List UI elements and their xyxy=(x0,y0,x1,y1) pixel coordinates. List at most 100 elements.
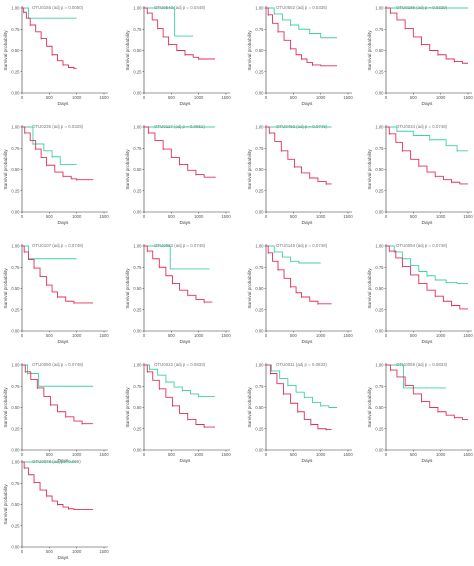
x-tick-label: 1000 xyxy=(316,214,326,219)
x-tick-label: 1000 xyxy=(72,333,82,338)
y-tick-label: 0.75 xyxy=(133,146,142,151)
y-tick-label: 0.50 xyxy=(11,286,20,291)
km-panel: 0.00 0.25 0.50 0.75 1.00 0 500 1000 1500 Days Surv… xyxy=(367,243,473,345)
km-panel: 0.00 0.25 0.50 0.75 1.00 0 500 1000 1500 Days Surv… xyxy=(3,459,109,561)
x-tick-label: 0 xyxy=(143,333,146,338)
y-tick-label: 0.00 xyxy=(11,545,20,550)
x-tick-label: 500 xyxy=(410,333,418,338)
x-tick-label: 0 xyxy=(21,95,24,100)
km-panel: 0.00 0.25 0.50 0.75 1.00 0 500 1000 1500 Days Surv… xyxy=(125,5,231,107)
y-tick-label: 0.25 xyxy=(375,426,384,431)
y-tick-label: 1.00 xyxy=(11,6,20,11)
x-tick-label: 500 xyxy=(410,214,418,219)
x-tick-label: 1500 xyxy=(99,549,109,554)
x-axis-label: Days xyxy=(58,555,70,561)
x-tick-label: 1000 xyxy=(72,95,82,100)
panel-title: OTU0034 (adj p = 0.0748) xyxy=(396,124,448,129)
y-tick-label: 0.50 xyxy=(255,48,264,53)
panel-title: OTU0165 (adj p = 0.0050) xyxy=(32,5,84,10)
x-tick-label: 500 xyxy=(168,452,176,457)
y-tick-label: 0.25 xyxy=(11,188,20,193)
y-tick-label: 1.00 xyxy=(375,363,384,368)
x-tick-label: 1000 xyxy=(436,214,446,219)
y-axis-label: Survival probability xyxy=(3,149,9,190)
x-axis-label: Days xyxy=(58,458,70,464)
y-tick-label: 0.50 xyxy=(11,167,20,172)
x-tick-label: 1500 xyxy=(99,333,109,338)
x-tick-label: 0 xyxy=(265,95,268,100)
y-tick-label: 1.00 xyxy=(133,6,142,11)
y-tick-label: 0.50 xyxy=(133,405,142,410)
y-tick-label: 1.00 xyxy=(255,125,264,130)
x-tick-label: 500 xyxy=(410,452,418,457)
panel-title: OTU0117 (adj p = 0.0651) xyxy=(154,124,205,129)
y-axis-label: Survival probability xyxy=(367,387,373,428)
x-tick-label: 1500 xyxy=(463,214,473,219)
panel-title: OTU0462 (adj p = 0.0748) xyxy=(276,124,328,129)
survival-curve xyxy=(266,126,332,185)
y-tick-label: 0.75 xyxy=(255,265,264,270)
survival-curve xyxy=(266,245,321,264)
y-axis-label: Survival probability xyxy=(3,484,9,525)
panel-title: OTU0146 (adj p = 0.0748) xyxy=(276,243,328,248)
x-tick-label: 1000 xyxy=(194,214,204,219)
survival-curve xyxy=(386,7,468,64)
km-panel: 0.00 0.25 0.50 0.75 1.00 0 500 1000 1500 Days Surv… xyxy=(247,243,353,345)
y-tick-label: 0.25 xyxy=(255,307,264,312)
survival-curve xyxy=(266,364,338,408)
panel-title: OTU0552 (adj p = 0.0336) xyxy=(276,5,328,10)
x-tick-label: 1500 xyxy=(99,95,109,100)
y-tick-label: 0.50 xyxy=(133,167,142,172)
panel-title: OTU0107 (adj p = 0.0748) xyxy=(32,243,84,248)
x-axis-label: Days xyxy=(302,458,314,464)
y-tick-label: 0.75 xyxy=(375,27,384,32)
survival-curve xyxy=(386,126,468,152)
x-tick-label: 500 xyxy=(46,452,54,457)
survival-curve xyxy=(22,7,77,69)
x-axis-label: Days xyxy=(180,101,192,107)
y-tick-label: 0.25 xyxy=(11,523,20,528)
y-tick-label: 0.50 xyxy=(11,502,20,507)
y-tick-label: 1.00 xyxy=(255,244,264,249)
y-tick-label: 0.00 xyxy=(11,91,20,96)
y-tick-label: 1.00 xyxy=(255,363,264,368)
x-tick-label: 1500 xyxy=(221,95,231,100)
y-tick-label: 0.75 xyxy=(133,265,142,270)
y-tick-label: 0.75 xyxy=(255,384,264,389)
x-tick-label: 1000 xyxy=(436,333,446,338)
y-tick-label: 0.00 xyxy=(375,91,384,96)
y-tick-label: 0.50 xyxy=(133,286,142,291)
x-axis-label: Days xyxy=(58,220,70,226)
y-axis-label: Survival probability xyxy=(125,268,131,309)
y-axis-label: Survival probability xyxy=(247,387,253,428)
y-tick-label: 0.75 xyxy=(11,146,20,151)
y-tick-label: 0.50 xyxy=(375,405,384,410)
x-axis-label: Days xyxy=(58,101,70,107)
panel-title: OTU0540 (adj p = 0.0448) xyxy=(154,5,206,10)
x-axis-label: Days xyxy=(302,101,314,107)
x-tick-label: 1000 xyxy=(316,333,326,338)
y-tick-label: 1.00 xyxy=(375,244,384,249)
y-tick-label: 0.75 xyxy=(375,384,384,389)
y-tick-label: 0.75 xyxy=(375,146,384,151)
survival-curve xyxy=(22,245,94,304)
x-axis-label: Days xyxy=(180,339,192,345)
km-panel: 0.00 0.25 0.50 0.75 1.00 0 500 1000 1500 Days Surv… xyxy=(367,362,473,464)
y-axis-label: Survival probability xyxy=(247,149,253,190)
y-tick-label: 0.25 xyxy=(375,307,384,312)
x-tick-label: 1500 xyxy=(463,452,473,457)
y-axis-label: Survival probability xyxy=(3,387,9,428)
y-tick-label: 0.50 xyxy=(255,167,264,172)
panel-title: OTU0032 (adj p = 0.0748) xyxy=(154,243,206,248)
survival-curve xyxy=(144,245,213,303)
y-tick-label: 1.00 xyxy=(375,125,384,130)
x-tick-label: 0 xyxy=(385,214,388,219)
survival-curve xyxy=(386,364,468,420)
panel-title: OTU0186 (adj p = 0.0329) xyxy=(396,5,448,10)
x-tick-label: 500 xyxy=(168,333,176,338)
x-tick-label: 1500 xyxy=(221,452,231,457)
x-tick-label: 1500 xyxy=(343,95,353,100)
survival-curve xyxy=(144,364,216,397)
survival-curve xyxy=(144,7,194,37)
x-tick-label: 0 xyxy=(21,452,24,457)
